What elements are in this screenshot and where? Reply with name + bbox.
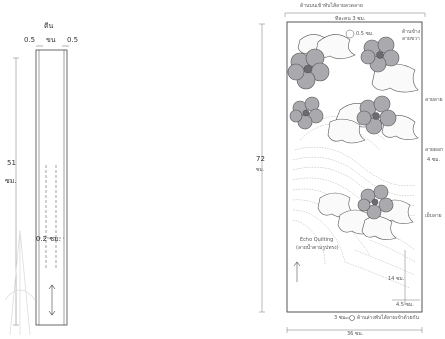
- quilting-sub: (ลายน้ำตามรูปทรง): [296, 245, 339, 251]
- seam-right-label: 0.5: [67, 36, 79, 44]
- top-label-1: ตีน: [44, 22, 54, 30]
- right-note-3: 4 ซม.: [427, 157, 441, 163]
- right-note-2: ลายดอก: [425, 147, 444, 153]
- flowers: [287, 36, 400, 220]
- top-note: ด้านบนเข้าทับไส้ลายลวดลาย: [300, 3, 363, 9]
- height-dimension: [259, 23, 265, 313]
- leaves: [297, 34, 419, 240]
- flower-5: [357, 184, 394, 220]
- left-panel: [13, 45, 69, 326]
- spiral-mark: [345, 29, 355, 39]
- watermark-logo: [4, 229, 36, 336]
- flower-1: [287, 48, 330, 90]
- height-unit: ซม.: [256, 167, 265, 173]
- seam-left-label: 0.5: [24, 36, 36, 44]
- right-note-4: เย็บลาย: [425, 213, 442, 219]
- height-value: 72: [256, 155, 265, 163]
- strip-outline: [35, 49, 68, 326]
- top-bracket: [284, 12, 426, 17]
- top-measure: ทีละคน 3 ซม.: [335, 16, 366, 22]
- side-note-1: ด้านข้าง: [402, 29, 421, 35]
- mid-label: 0.2 ซม.: [36, 235, 61, 243]
- bottom-note: ด้านล่างพับไส้ลายเข้าด้วยกัน: [357, 315, 419, 321]
- flower-2: [360, 36, 400, 73]
- length-unit: ซม.: [5, 177, 17, 185]
- bottom-3: 3 ซม.: [334, 315, 348, 321]
- quilting-label: Echo Quilting: [300, 237, 334, 243]
- right-note-1: ลายลาย: [425, 97, 443, 103]
- length-value: 51: [7, 159, 16, 167]
- direction-arrow: [293, 261, 301, 282]
- measure-45: 4.5 ซม.: [396, 302, 414, 308]
- bottom-fold-marker: [345, 315, 355, 321]
- flower-3: [289, 96, 324, 130]
- measure-ticks: [392, 250, 420, 305]
- width-dimension: [286, 327, 423, 333]
- flower-4: [356, 95, 397, 135]
- side-note-2: ลายขวา: [402, 36, 420, 42]
- measure-14: 14 ซม.: [388, 276, 405, 282]
- quilt-panel-outline: [286, 21, 423, 313]
- top-label-2: ขน: [46, 36, 56, 44]
- width-value: 36 ซม.: [347, 331, 364, 337]
- flower-note: 0.5 ซม.: [356, 31, 374, 37]
